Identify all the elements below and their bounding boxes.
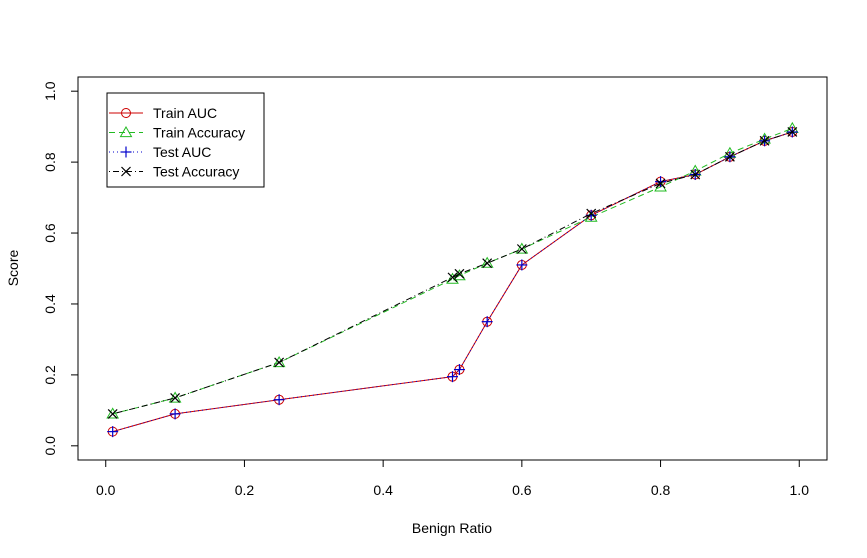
data-point-test-accuracy bbox=[170, 393, 181, 403]
data-point-test-auc bbox=[169, 408, 181, 420]
legend-label: Test AUC bbox=[153, 144, 211, 160]
legend-item-test-auc: Test AUC bbox=[109, 144, 211, 160]
data-point-test-accuracy bbox=[787, 127, 798, 137]
data-point-test-auc bbox=[273, 394, 285, 406]
legend-marker bbox=[121, 108, 131, 118]
x-tick-label: 0.0 bbox=[96, 482, 116, 498]
data-point-test-auc bbox=[481, 316, 493, 328]
legend: Train AUC Train Accuracy Test AUC Test Accu… bbox=[106, 92, 265, 188]
x-tick-label: 0.4 bbox=[373, 482, 393, 498]
x-tick-label: 0.8 bbox=[651, 482, 671, 498]
x-axis-title: Benign Ratio bbox=[412, 520, 492, 536]
legend-marker bbox=[119, 125, 133, 138]
series-test-accuracy bbox=[107, 127, 798, 419]
data-point-test-auc bbox=[447, 371, 458, 383]
data-point-test-auc bbox=[107, 426, 119, 438]
x-axis: 0.0 0.2 0.4 0.6 0.8 1.0 bbox=[96, 459, 810, 498]
y-tick-label: 0.0 bbox=[42, 436, 58, 456]
data-point-test-accuracy bbox=[447, 272, 458, 283]
legend-marker bbox=[120, 146, 132, 158]
data-point-train-accuracy bbox=[106, 407, 120, 419]
x-tick-label: 0.6 bbox=[512, 482, 532, 498]
legend-marker bbox=[121, 166, 131, 177]
x-tick-label: 1.0 bbox=[790, 482, 810, 498]
data-point-test-accuracy bbox=[107, 408, 118, 419]
legend-box bbox=[106, 92, 265, 188]
legend-label: Train AUC bbox=[153, 105, 217, 121]
data-point-test-accuracy bbox=[482, 258, 493, 269]
y-tick-label: 0.4 bbox=[42, 294, 58, 314]
x-tick-label: 0.2 bbox=[235, 482, 255, 498]
legend-item-test-accuracy: Test Accuracy bbox=[109, 164, 239, 180]
y-axis-title: Score bbox=[5, 250, 21, 287]
y-tick-label: 0.2 bbox=[42, 365, 58, 385]
data-point-test-accuracy bbox=[516, 244, 527, 254]
data-point-test-accuracy bbox=[690, 169, 701, 180]
legend-item-train-accuracy: Train Accuracy bbox=[109, 125, 245, 141]
legend-label: Train Accuracy bbox=[153, 125, 245, 141]
y-axis: 0.0 0.2 0.4 0.6 0.8 1.0 bbox=[42, 81, 79, 456]
y-tick-label: 1.0 bbox=[42, 81, 58, 101]
data-point-test-accuracy bbox=[274, 357, 285, 368]
data-point-test-accuracy bbox=[655, 178, 666, 189]
y-tick-label: 0.6 bbox=[42, 223, 58, 243]
data-point-test-accuracy bbox=[454, 268, 465, 279]
data-point-train-accuracy bbox=[272, 355, 286, 368]
data-point-test-accuracy bbox=[724, 151, 735, 162]
legend-item-train-auc: Train AUC bbox=[109, 105, 217, 121]
data-point-test-auc bbox=[453, 364, 465, 376]
data-point-test-accuracy bbox=[759, 135, 770, 146]
data-point-test-accuracy bbox=[586, 208, 597, 219]
data-point-train-accuracy bbox=[515, 242, 529, 254]
data-point-test-auc bbox=[516, 259, 528, 271]
data-point-test-auc bbox=[655, 176, 667, 188]
series-layer bbox=[106, 121, 799, 438]
data-point-train-accuracy bbox=[168, 391, 182, 403]
y-tick-label: 0.8 bbox=[42, 152, 58, 172]
legend-label: Test Accuracy bbox=[153, 164, 239, 180]
